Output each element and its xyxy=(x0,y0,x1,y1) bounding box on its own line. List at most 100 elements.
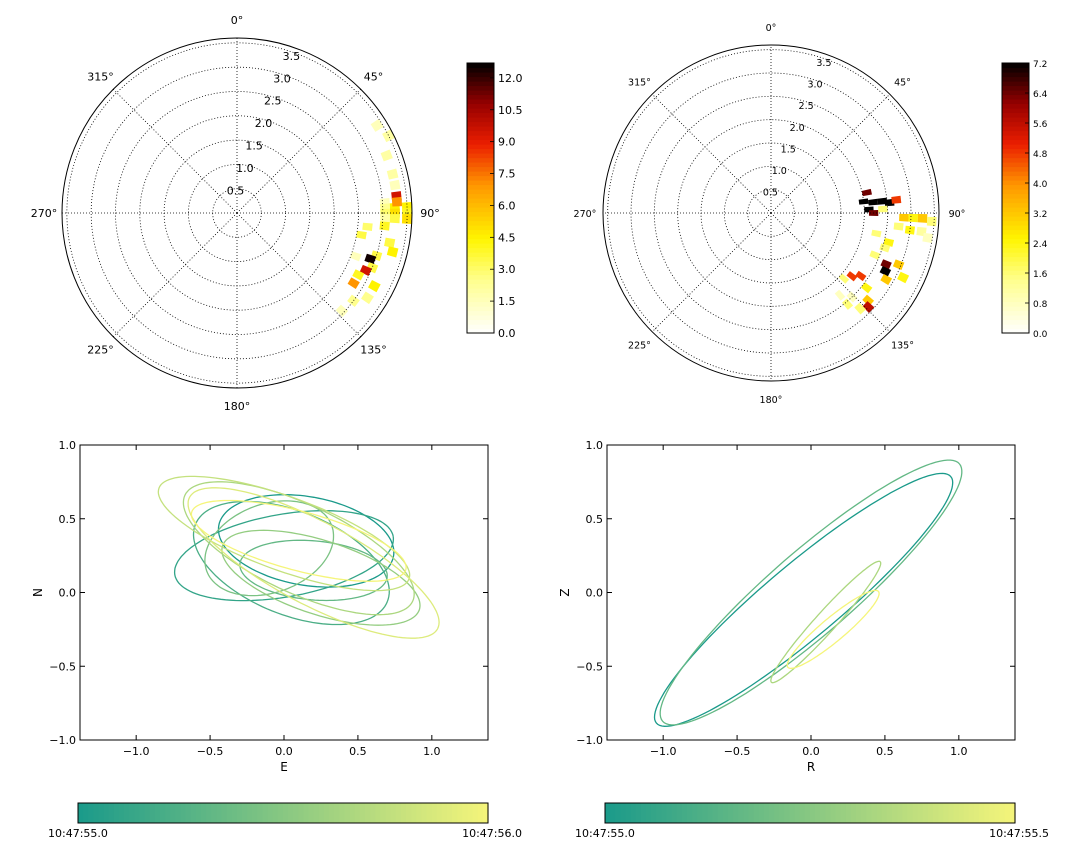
y-axis-label: Z xyxy=(558,588,572,596)
time-colorbar-segment xyxy=(283,803,289,823)
y-tick-label: −1.0 xyxy=(49,734,76,747)
time-colorbar-segment xyxy=(390,803,397,823)
colorbar-segment xyxy=(1002,166,1029,172)
time-colorbar-segment xyxy=(262,803,269,823)
time-colorbar-segment xyxy=(462,803,469,823)
time-colorbar-segment xyxy=(774,803,780,823)
y-tick-label: 0.0 xyxy=(59,587,77,600)
colorbar-segment xyxy=(1002,256,1029,262)
time-colorbar-segment xyxy=(712,803,719,823)
time-colorbar-segment xyxy=(743,803,750,823)
x-tick-label: 0.0 xyxy=(802,745,820,758)
colorbar-tick-label: 0.0 xyxy=(498,327,516,340)
angular-tick-label: 315° xyxy=(87,71,114,84)
time-colorbar-segment xyxy=(436,803,443,823)
colorbar-segment xyxy=(1002,63,1029,69)
time-colorbar-min-label: 10:47:55.0 xyxy=(48,827,108,840)
angular-tick-labels: 0° 45° 90° 135° 180° 225° 270° 315° xyxy=(574,23,966,406)
heatmap-cell xyxy=(926,216,937,227)
colorbar-segment xyxy=(1002,81,1029,87)
colorbar-segment xyxy=(467,234,494,240)
colorbar-segment xyxy=(467,306,494,312)
angular-tick-label: 180° xyxy=(224,400,251,413)
angular-gridline xyxy=(651,93,772,214)
time-colorbar-segment xyxy=(922,803,929,823)
colorbar-segment xyxy=(467,130,494,136)
time-colorbar-segment xyxy=(349,803,356,823)
heatmap-cell xyxy=(356,230,367,240)
time-colorbar-segment xyxy=(206,803,212,823)
colorbar-segment xyxy=(1002,220,1029,226)
time-colorbar-segment xyxy=(620,803,627,823)
time-colorbar-segment xyxy=(1009,803,1016,823)
time-colorbar-segment xyxy=(139,803,146,823)
colorbar-segment xyxy=(1002,117,1029,123)
colorbar-segment xyxy=(1002,229,1029,235)
colorbar-segment xyxy=(467,72,494,78)
colorbar-tick-label: 7.2 xyxy=(1033,60,1047,70)
radial-gridline xyxy=(115,91,359,335)
time-colorbar-segment xyxy=(365,803,371,823)
time-colorbar-max-label: 10:47:56.0 xyxy=(462,827,522,840)
time-colorbar-segment xyxy=(467,803,474,823)
heatmap-cell xyxy=(877,197,888,205)
time-colorbar-segment xyxy=(886,803,893,823)
colorbar-tick-label: 10.5 xyxy=(498,104,523,117)
time-colorbar-segment xyxy=(293,803,299,823)
colorbar-segment xyxy=(1002,153,1029,159)
colorbar-tick-label: 9.0 xyxy=(498,136,516,149)
time-colorbar-segment xyxy=(871,803,878,823)
heatmap-cell xyxy=(871,229,882,238)
colorbar-segment xyxy=(467,76,494,82)
colorbar-tick-label: 4.8 xyxy=(1033,150,1048,160)
colorbar-segment xyxy=(467,126,494,132)
time-colorbar-segment xyxy=(83,803,89,823)
time-colorbar-segment xyxy=(610,803,616,823)
time-colorbar-segment xyxy=(881,803,888,823)
colorbar-segment xyxy=(1002,180,1029,186)
x-axis-label: R xyxy=(807,760,815,774)
colorbar-segment xyxy=(467,157,494,163)
colorbar-right: 0.0 0.8 1.6 2.4 3.2 4.0 4.8 5.6 6.4 7.2 xyxy=(1001,60,1048,340)
colorbar-segment xyxy=(1002,94,1029,100)
colorbar-segment xyxy=(467,180,494,186)
trajectory-loop xyxy=(221,529,421,626)
trajectory-loop xyxy=(190,499,407,582)
time-colorbar-segment xyxy=(789,803,796,823)
colorbar-segment xyxy=(1002,175,1029,181)
colorbar-segment xyxy=(1002,162,1029,168)
heatmap-cell xyxy=(897,271,910,284)
colorbar-segment xyxy=(1002,130,1029,136)
polar-frame xyxy=(602,44,940,382)
time-colorbar-segment xyxy=(999,803,1006,823)
colorbar-segment xyxy=(1002,301,1029,307)
time-colorbar-segment xyxy=(354,803,361,823)
time-colorbar-segment xyxy=(758,803,765,823)
colorbar-segment xyxy=(1002,99,1029,105)
x-tick-label: −1.0 xyxy=(650,745,677,758)
angular-gridline xyxy=(770,212,891,333)
colorbar-segment xyxy=(1002,319,1029,325)
colorbar-segment xyxy=(1002,274,1029,280)
x-tick-label: −0.5 xyxy=(197,745,224,758)
time-colorbar-segment xyxy=(170,803,176,823)
time-colorbar-segment xyxy=(406,803,412,823)
time-colorbar-segment xyxy=(799,803,806,823)
colorbar-segment xyxy=(467,297,494,303)
time-colorbar-segment xyxy=(334,803,340,823)
trajectory-loop xyxy=(786,589,880,670)
colorbar-segment xyxy=(467,243,494,249)
time-colorbar-segment xyxy=(825,803,832,823)
colorbar-segment xyxy=(1002,288,1029,294)
time-colorbar-segment xyxy=(697,803,703,823)
colorbar-segment xyxy=(467,67,494,73)
radial-tick-label: 1.5 xyxy=(781,144,796,155)
colorbar-segment xyxy=(467,301,494,307)
colorbar-segment xyxy=(467,229,494,235)
time-colorbar-segment xyxy=(968,803,975,823)
time-colorbar-segment xyxy=(221,803,228,823)
angular-gridline xyxy=(112,212,238,338)
colorbar-segment xyxy=(1002,198,1029,204)
polar-frame xyxy=(61,37,413,389)
time-colorbar-segment xyxy=(277,803,284,823)
